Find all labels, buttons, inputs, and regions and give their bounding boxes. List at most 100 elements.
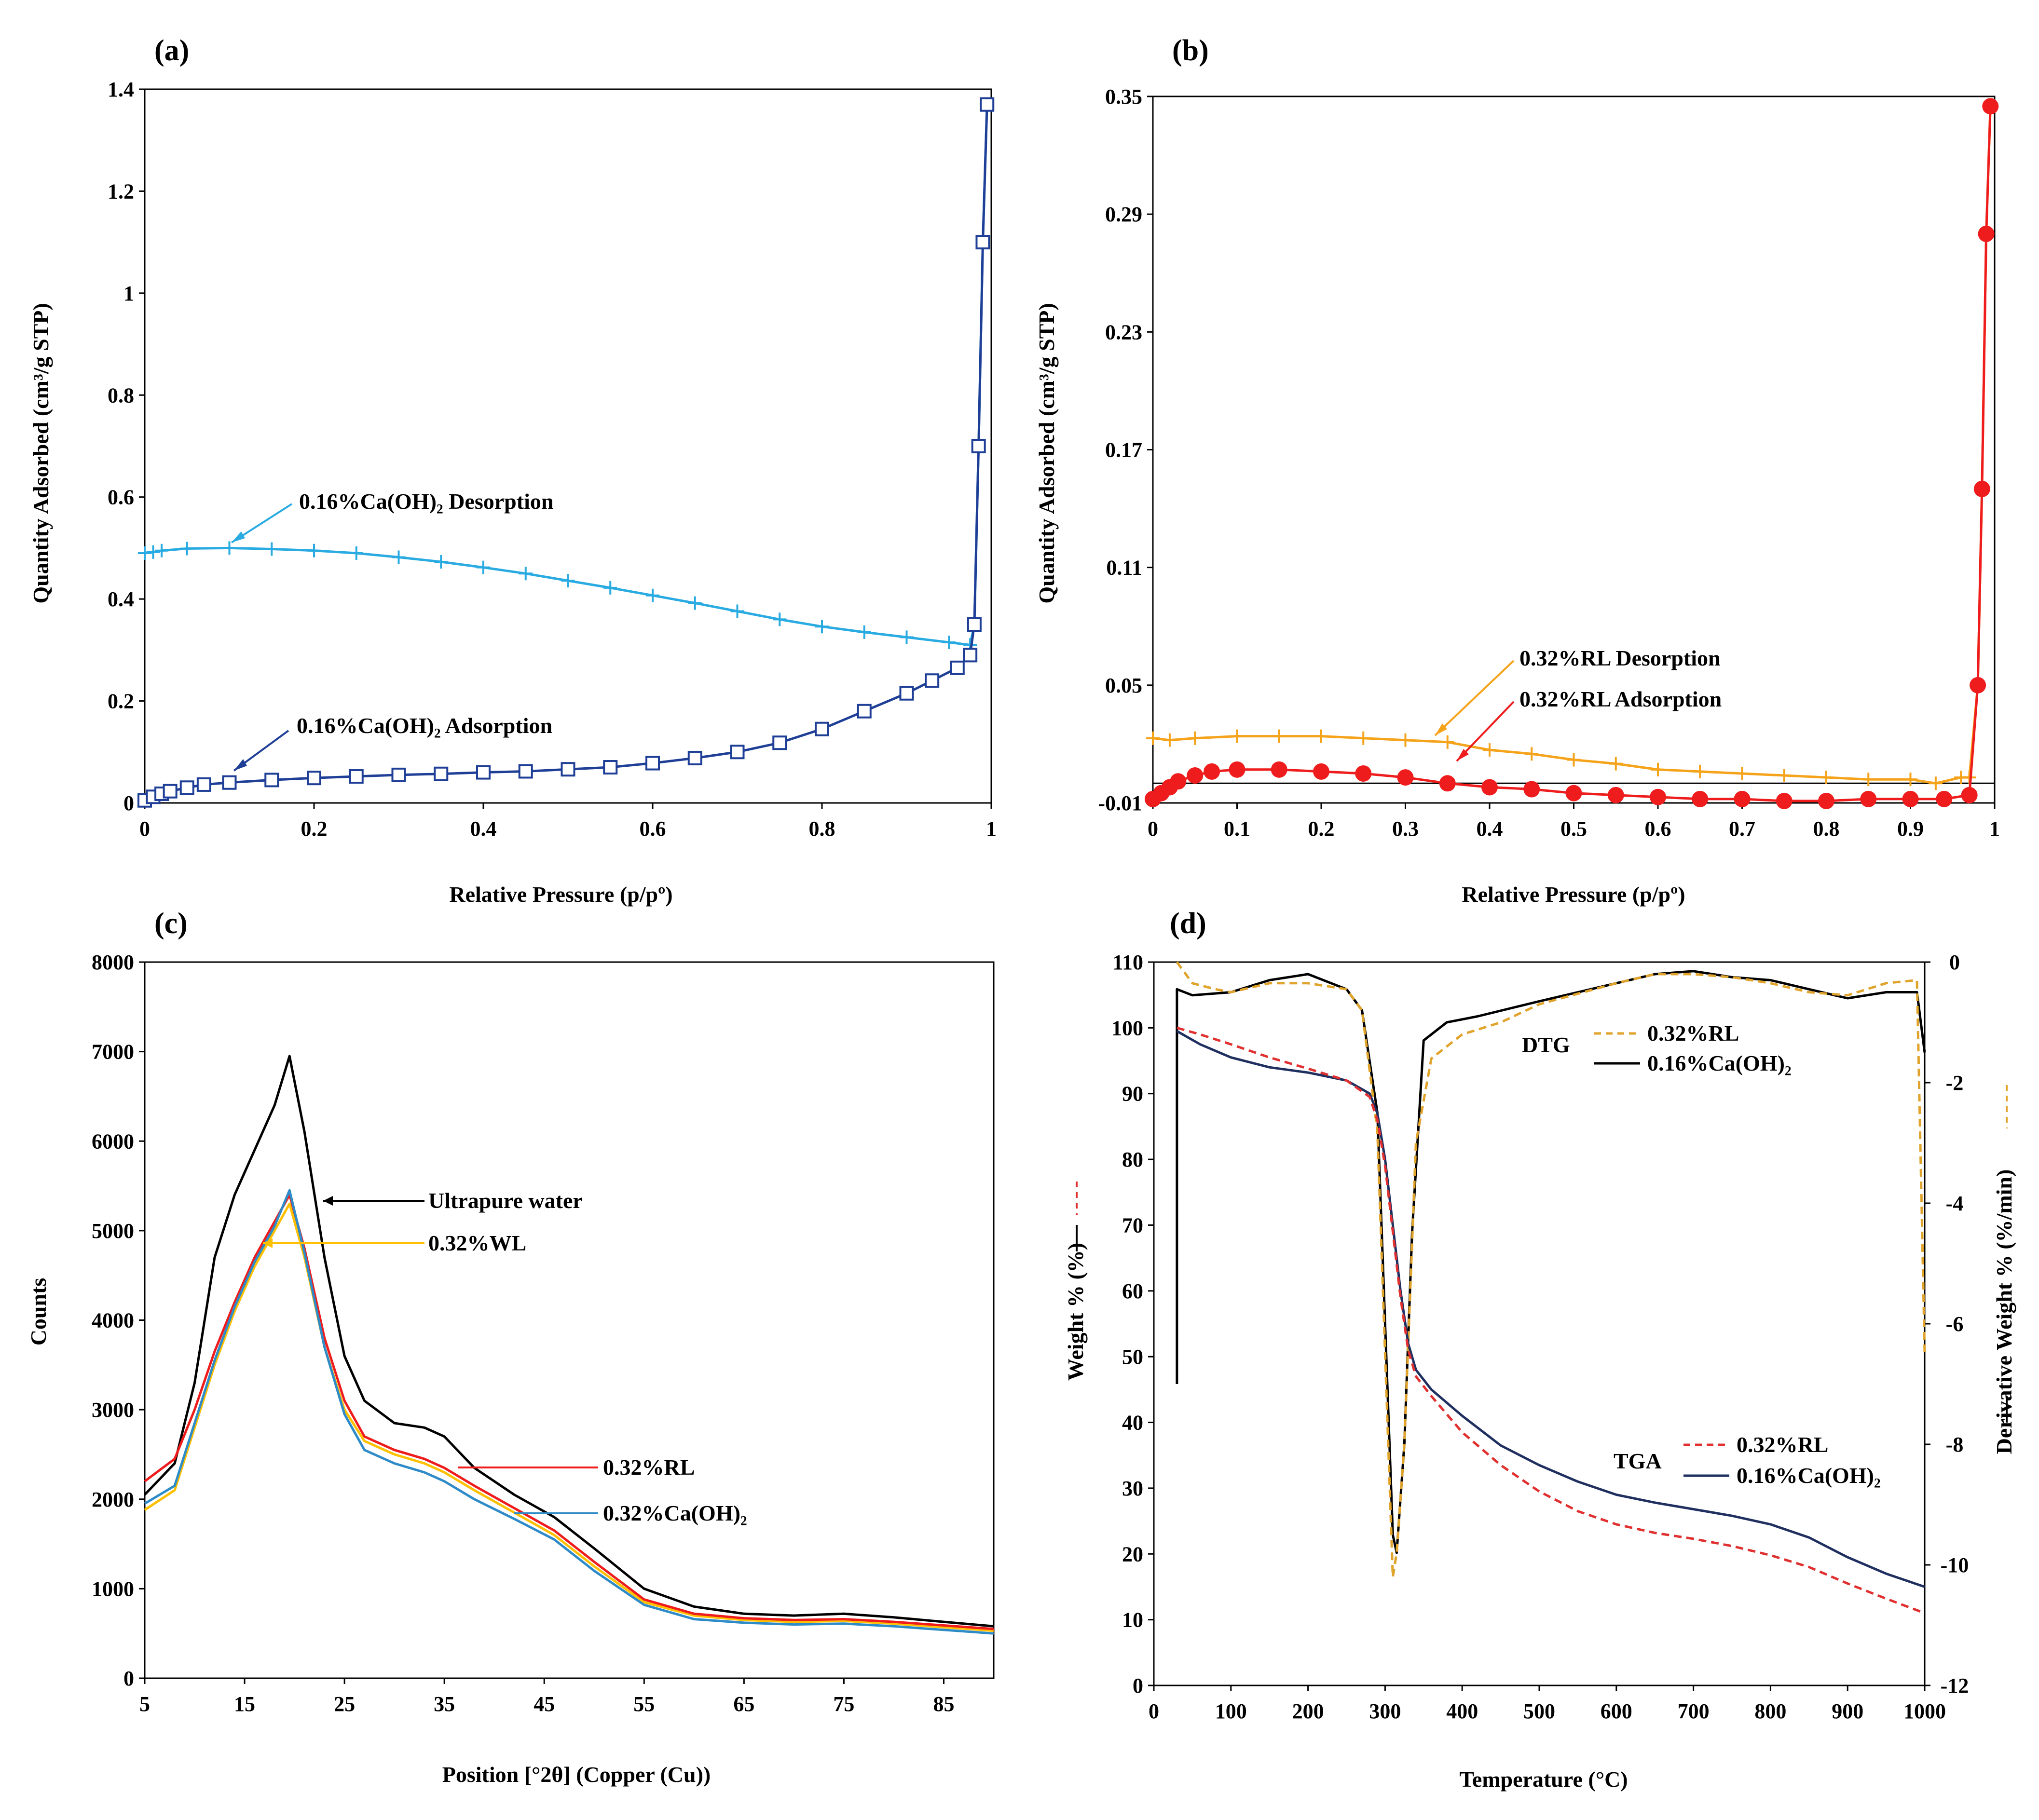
series-line-2-2	[144, 1194, 994, 1630]
x-tick-label: 65	[733, 1692, 754, 1716]
panel-a-label: (a)	[154, 34, 189, 67]
x-tick-label: 0.6	[1645, 817, 1671, 841]
series-line-0-1	[144, 104, 988, 802]
data-point-circle	[1776, 792, 1793, 809]
data-point-square	[980, 97, 995, 112]
data-point-circle	[1936, 790, 1953, 807]
panel-b-arrowhead-adsorption	[1457, 749, 1469, 761]
data-point-circle	[1902, 790, 1919, 807]
data-point-circle	[1565, 785, 1582, 801]
series-line-0-0	[144, 104, 988, 646]
data-point-plus	[1314, 729, 1328, 743]
data-point-circle	[1692, 790, 1709, 807]
panel-c: (c) 5 15 25 35 45 55 65 75 85 0 1000 2000 3000 4000 50…	[26, 907, 995, 1787]
x-tick-label: 0	[1149, 1699, 1159, 1723]
data-point-plus	[646, 588, 659, 602]
series-line-3-2	[1176, 1030, 1925, 1588]
data-point-square	[967, 617, 982, 632]
y2-tick-label: 0	[1949, 951, 1960, 974]
data-point-circle	[1860, 790, 1877, 807]
panel-b-arrow-desorption	[1434, 660, 1515, 736]
panel-a-annotation-desorption: 0.16%Ca(OH)₂ Desorption	[299, 489, 553, 514]
data-point-plus	[561, 574, 575, 588]
data-point-square	[349, 769, 364, 784]
data-point-square	[196, 777, 211, 792]
data-point-plus	[730, 604, 744, 618]
y-tick-label: 7000	[92, 1040, 134, 1064]
data-point-plus	[1777, 769, 1791, 783]
panel-a-plot: 0 0.2 0.4 0.6 0.8 1 0 0.2 0.4 0.6 0.8 1 1.2 1.4	[108, 78, 997, 841]
panel-a-xlabel: Relative Pressure (p/pº)	[449, 882, 672, 907]
data-point-square	[645, 756, 660, 771]
data-point-circle	[1170, 773, 1187, 790]
y-tick-label: 1.4	[108, 78, 134, 101]
data-point-plus	[1651, 762, 1665, 776]
data-point-circle	[1970, 677, 1986, 693]
y-tick-label: 0.17	[1105, 438, 1142, 462]
data-point-plus	[307, 543, 321, 557]
data-point-plus	[1525, 747, 1539, 761]
panel-d-legend-dtg-caoh2: 0.16%Ca(OH)₂	[1647, 1051, 1792, 1075]
data-point-plus	[434, 555, 448, 569]
x-tick-label: 0.8	[1813, 817, 1840, 841]
x-tick-label: 100	[1215, 1699, 1247, 1723]
data-point-plus	[1903, 773, 1917, 787]
x-tick-label: 0.2	[1308, 817, 1335, 841]
panel-c-label: (c)	[154, 907, 188, 940]
panel-d-label: (d)	[1170, 907, 1206, 940]
panel-c-arrowhead-wl	[263, 1238, 273, 1248]
y-tick-label: 3000	[92, 1398, 134, 1422]
data-point-square	[772, 735, 787, 750]
y-tick-label: 0	[123, 1667, 134, 1690]
data-point-circle	[1523, 781, 1540, 798]
panel-b-xlabel: Relative Pressure (p/pº)	[1462, 882, 1685, 907]
y-tick-label: 40	[1122, 1411, 1143, 1435]
x-tick-label: 1	[1989, 817, 2000, 841]
y-tick-label: -0.01	[1098, 791, 1142, 815]
data-point-plus	[942, 636, 956, 649]
y-tick-label: 0.2	[108, 690, 134, 713]
panel-b-annotation-desorption: 0.32%RL Desorption	[1519, 646, 1721, 670]
panel-a-arrowhead-desorption	[232, 531, 245, 543]
data-point-plus	[1861, 773, 1875, 787]
data-point-plus	[180, 542, 194, 556]
panel-c-xlabel: Position [°2θ] (Copper (Cu))	[442, 1762, 711, 1787]
data-point-square	[307, 771, 321, 786]
y-tick-label: 1	[123, 282, 134, 305]
ann-a-adsorption: 0.16%Ca(OH)₂ Adsorption	[297, 713, 552, 738]
data-point-square	[857, 704, 872, 719]
y-tick-label: 5000	[92, 1219, 134, 1243]
y-tick-label: 100	[1111, 1016, 1143, 1040]
data-point-circle	[1734, 790, 1751, 807]
panel-a-annotation-adsorption: 0.16%Ca(OH)₂ Adsorption	[297, 713, 552, 738]
x-tick-label: 600	[1601, 1699, 1632, 1723]
data-point-plus	[815, 620, 829, 634]
data-point-plus	[1567, 753, 1581, 767]
panel-d-ylabel-text: Weight % (%)	[1063, 1243, 1088, 1381]
panel-d-legend-tga-caoh2: 0.16%Ca(OH)₂	[1737, 1463, 1881, 1488]
panel-b-annotation-adsorption: 0.32%RL Adsorption	[1519, 687, 1722, 711]
y-tick-label: 0.05	[1105, 674, 1142, 697]
data-point-square	[163, 784, 178, 799]
y-tick-label: 60	[1122, 1279, 1143, 1303]
x-tick-label: 0	[139, 817, 150, 841]
data-point-square	[730, 745, 745, 760]
data-point-plus	[1483, 743, 1496, 757]
x-tick-label: 85	[933, 1692, 954, 1716]
series-line-2-3	[144, 1189, 994, 1635]
panel-b-ylabel: Quantity Adsorbed (cm³/g STP)	[1034, 303, 1059, 603]
data-point-square	[518, 764, 533, 779]
data-point-plus	[1230, 729, 1244, 743]
data-point-circle	[1982, 98, 1999, 115]
y-tick-label: 1000	[92, 1577, 134, 1601]
panel-b: (b) 0 0.1 0.2 0.3 0.4 0.5 0.6 0.7 0.8 0.9 1 -0.01 0.…	[1034, 34, 2000, 907]
panel-b-label: (b)	[1172, 34, 1209, 67]
plot-frame	[144, 961, 995, 1679]
data-point-square	[899, 686, 914, 701]
x-tick-label: 0.4	[470, 817, 497, 841]
x-tick-label: 0.9	[1897, 817, 1924, 841]
data-point-plus	[155, 543, 169, 557]
panel-c-annotation-wl: 0.32%WL	[428, 1231, 526, 1255]
y-tick-label: 0.29	[1105, 203, 1142, 226]
